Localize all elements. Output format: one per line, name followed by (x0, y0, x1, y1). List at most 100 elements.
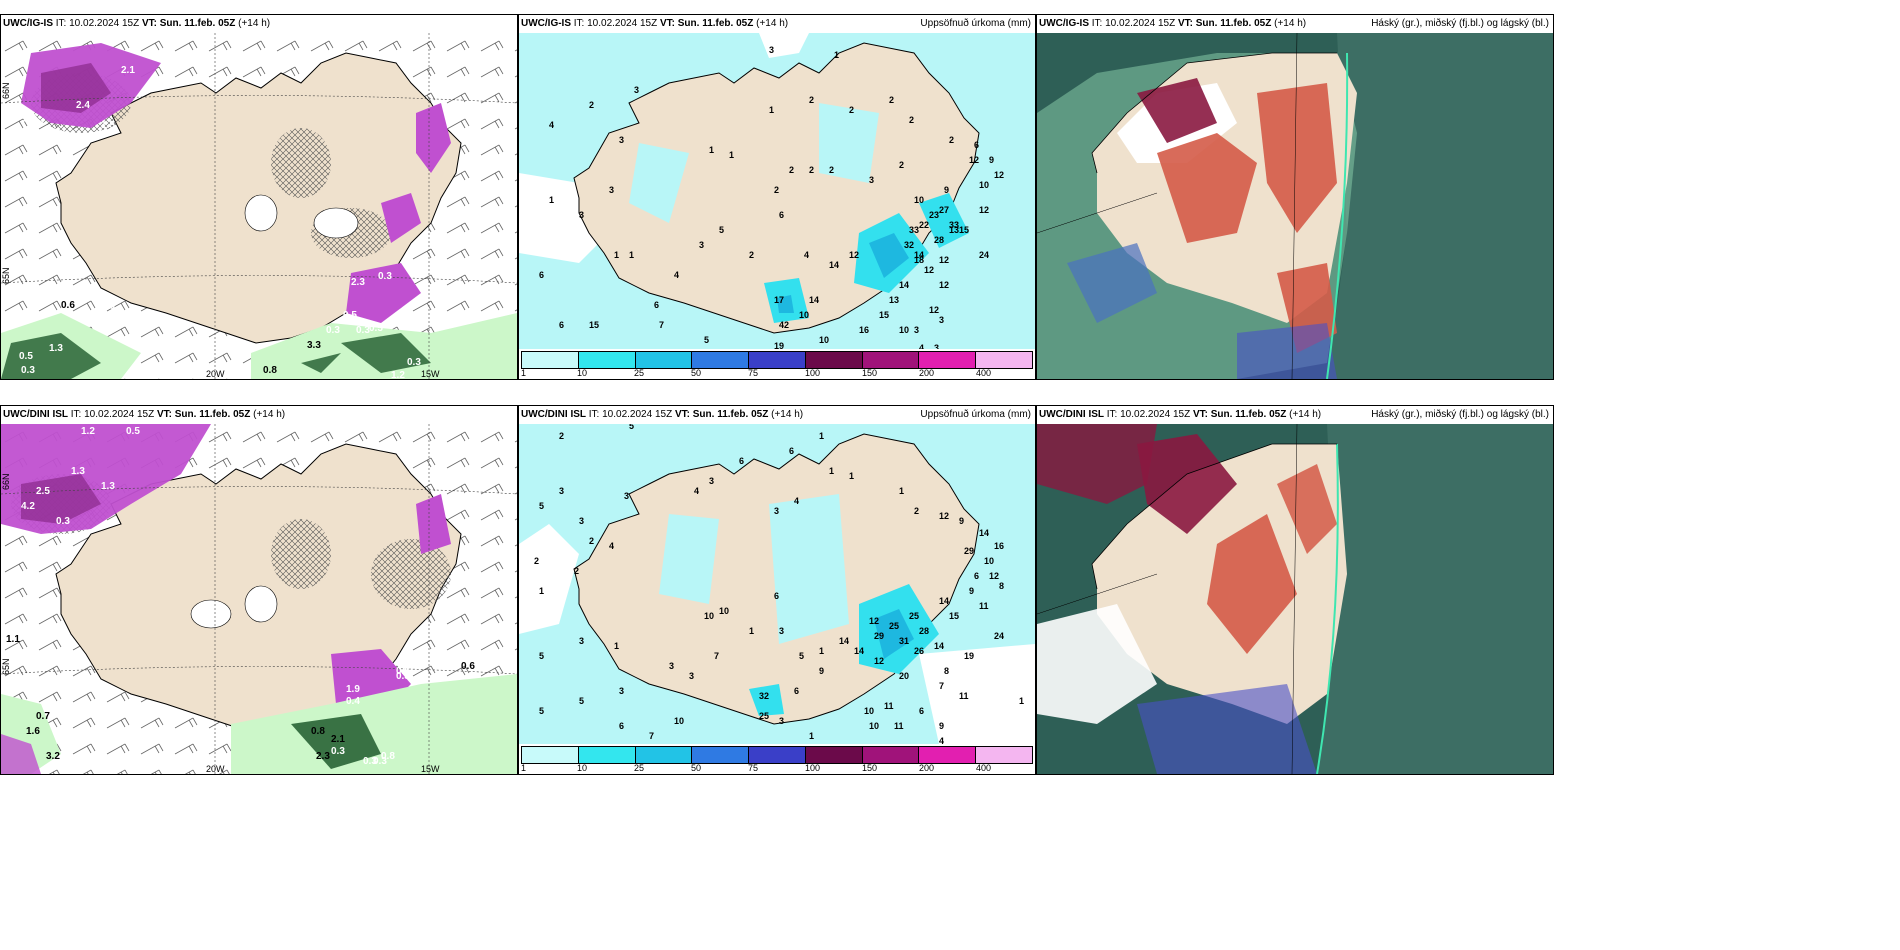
svg-text:2: 2 (749, 250, 754, 260)
snow-value: 0.3 (356, 325, 370, 336)
svg-text:12: 12 (939, 280, 949, 290)
lead-time: (+14 h) (771, 409, 804, 420)
snow-value: 0.6 (461, 661, 475, 672)
svg-text:19: 19 (964, 651, 974, 661)
lon-label: 15W (421, 764, 440, 774)
svg-text:4: 4 (674, 270, 679, 280)
lat-label: 66N (1, 82, 11, 99)
svg-text:18: 18 (914, 255, 924, 265)
panel-clouds-top: UWC/IG-IS IT: 10.02.2024 15Z VT: Sun. 11… (1036, 14, 1554, 380)
svg-text:13: 13 (949, 225, 959, 235)
snow-value: 0.3 (363, 756, 377, 767)
cloud-map (1037, 424, 1553, 774)
svg-text:2: 2 (534, 556, 539, 566)
svg-text:27: 27 (939, 205, 949, 215)
colorbar-label: 50 (691, 368, 702, 378)
colorbar-label: 150 (862, 368, 878, 378)
svg-text:9: 9 (819, 666, 824, 676)
snow-value: 0.6 (396, 666, 410, 677)
vt-label: VT: (659, 18, 675, 29)
panel-header: UWC/DINI ISL IT: 10.02.2024 15Z VT: Sun.… (521, 408, 1031, 422)
snow-value: 1.6 (26, 726, 40, 737)
svg-text:12: 12 (924, 265, 934, 275)
svg-text:31: 31 (899, 636, 909, 646)
svg-text:2: 2 (789, 165, 794, 175)
snow-value: 0.6 (101, 301, 115, 312)
svg-text:11: 11 (959, 691, 969, 701)
svg-text:3: 3 (709, 476, 714, 486)
colorbar-label: 1 (521, 368, 527, 378)
svg-text:6: 6 (774, 591, 779, 601)
snow-value: 0.4 (346, 696, 360, 707)
snow-value: 1.9 (346, 684, 360, 695)
snow-value: 2.3 (316, 751, 330, 762)
svg-text:10: 10 (914, 195, 924, 205)
svg-text:12: 12 (969, 155, 979, 165)
svg-text:25: 25 (909, 611, 919, 621)
precip-colorbar: 1 10 25 50 75 100 150 200 400 (519, 349, 1035, 379)
svg-text:1: 1 (819, 431, 824, 441)
svg-text:9: 9 (959, 516, 964, 526)
initial-time: 10.02.2024 15Z (587, 18, 658, 29)
vt-label: VT: (1192, 409, 1208, 420)
svg-text:1: 1 (709, 145, 714, 155)
colorbar-label: 150 (862, 763, 878, 773)
snow-value: 2.1 (121, 65, 135, 76)
svg-text:3: 3 (779, 626, 784, 636)
svg-text:3: 3 (914, 325, 919, 335)
svg-text:19: 19 (774, 341, 784, 349)
svg-text:12: 12 (939, 255, 949, 265)
svg-text:17: 17 (774, 295, 784, 305)
svg-text:1: 1 (819, 646, 824, 656)
svg-text:5: 5 (539, 651, 544, 661)
svg-text:6: 6 (779, 210, 784, 220)
lon-label: 20W (206, 764, 225, 774)
svg-text:2: 2 (829, 165, 834, 175)
svg-text:9: 9 (944, 185, 949, 195)
svg-text:2: 2 (589, 100, 594, 110)
svg-text:12: 12 (979, 205, 989, 215)
svg-text:12: 12 (849, 250, 859, 260)
snow-value: 4.1 (23, 115, 37, 126)
svg-text:3: 3 (579, 210, 584, 220)
snow-value: 0.3 (378, 271, 392, 282)
svg-text:6: 6 (789, 446, 794, 456)
svg-text:3: 3 (619, 686, 624, 696)
field-title: Háský (gr.), miðský (fj.bl.) og lágský (… (1371, 18, 1549, 29)
map-svg-3 (1037, 33, 1553, 379)
svg-text:3: 3 (579, 636, 584, 646)
snow-value: 1.3 (49, 343, 63, 354)
svg-text:5: 5 (704, 335, 709, 345)
svg-text:3: 3 (559, 486, 564, 496)
snow-value: 1.3 (71, 466, 85, 477)
svg-text:11: 11 (884, 701, 894, 711)
svg-text:10: 10 (899, 325, 909, 335)
svg-text:10: 10 (869, 721, 879, 731)
colorbar-label: 75 (748, 368, 759, 378)
svg-text:26: 26 (914, 646, 924, 656)
it-label: IT: (588, 409, 600, 420)
snow-value: 0.7 (36, 711, 50, 722)
svg-text:12: 12 (869, 616, 879, 626)
snow-value: 0.3 (21, 365, 35, 376)
colorbar-label: 100 (805, 763, 821, 773)
svg-text:6: 6 (974, 140, 979, 150)
svg-text:3: 3 (769, 45, 774, 55)
svg-text:14: 14 (839, 636, 849, 646)
snow-value: 1.2 (81, 426, 95, 437)
svg-text:1: 1 (629, 250, 634, 260)
svg-text:12: 12 (994, 170, 1004, 180)
lead-time: (+14 h) (1274, 18, 1307, 29)
svg-text:6: 6 (794, 686, 799, 696)
it-label: IT: (1091, 18, 1103, 29)
lat-label: 65N (1, 267, 11, 284)
svg-text:15: 15 (949, 611, 959, 621)
valid-time: Sun. 11.feb. 05Z (159, 18, 236, 29)
colorbar-label: 75 (748, 763, 759, 773)
valid-time: Sun. 11.feb. 05Z (174, 409, 251, 420)
svg-text:1: 1 (749, 626, 754, 636)
colorbar-label: 200 (919, 368, 935, 378)
snow-value: 0.3 (331, 746, 345, 757)
